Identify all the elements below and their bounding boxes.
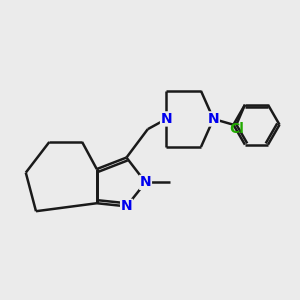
- Text: N: N: [160, 112, 172, 126]
- Text: Cl: Cl: [230, 122, 244, 136]
- Text: methyl: methyl: [172, 181, 177, 182]
- Text: N: N: [121, 199, 132, 213]
- Text: N: N: [208, 112, 219, 126]
- Text: N: N: [140, 176, 152, 189]
